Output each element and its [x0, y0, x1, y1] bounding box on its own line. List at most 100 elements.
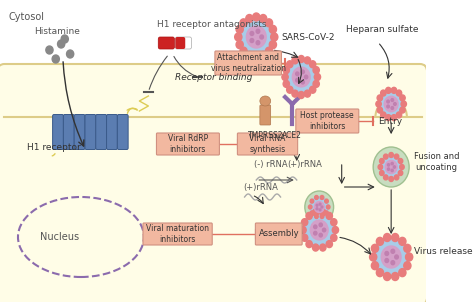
- Circle shape: [380, 155, 402, 179]
- Circle shape: [301, 80, 304, 84]
- FancyBboxPatch shape: [215, 51, 282, 75]
- Circle shape: [236, 41, 243, 49]
- Circle shape: [250, 39, 254, 43]
- Circle shape: [326, 241, 332, 248]
- Circle shape: [66, 50, 74, 58]
- Circle shape: [400, 95, 405, 101]
- Circle shape: [377, 107, 383, 113]
- Circle shape: [316, 208, 318, 210]
- Circle shape: [246, 51, 253, 59]
- Text: Heparan sulfate: Heparan sulfate: [346, 25, 419, 34]
- Circle shape: [381, 246, 401, 268]
- Circle shape: [391, 87, 397, 93]
- Circle shape: [315, 214, 318, 219]
- Text: (+)rRNA: (+)rRNA: [243, 183, 278, 192]
- Circle shape: [287, 61, 293, 68]
- Circle shape: [331, 234, 337, 241]
- Text: (+)rRNA: (+)rRNA: [288, 160, 323, 169]
- Circle shape: [327, 205, 330, 209]
- Text: Virus release: Virus release: [414, 248, 472, 256]
- Circle shape: [395, 255, 398, 259]
- Circle shape: [394, 103, 396, 105]
- Circle shape: [393, 166, 395, 168]
- Circle shape: [391, 115, 397, 120]
- Circle shape: [312, 209, 319, 216]
- Circle shape: [269, 41, 276, 49]
- Circle shape: [373, 147, 409, 187]
- Circle shape: [386, 115, 391, 120]
- Circle shape: [399, 269, 406, 277]
- Text: Attachment and
virus neutralization: Attachment and virus neutralization: [210, 53, 286, 73]
- Circle shape: [332, 226, 338, 233]
- Circle shape: [401, 101, 406, 107]
- Circle shape: [396, 112, 401, 118]
- Circle shape: [326, 212, 332, 220]
- Circle shape: [406, 253, 413, 261]
- Circle shape: [325, 211, 328, 215]
- Text: Viral maturation
inhibitors: Viral maturation inhibitors: [146, 224, 209, 244]
- Circle shape: [319, 244, 326, 251]
- FancyBboxPatch shape: [175, 37, 185, 49]
- Circle shape: [260, 14, 267, 23]
- FancyBboxPatch shape: [96, 114, 107, 149]
- Circle shape: [391, 261, 395, 265]
- Circle shape: [314, 231, 317, 235]
- Circle shape: [296, 79, 299, 82]
- Circle shape: [306, 212, 312, 220]
- Circle shape: [387, 100, 389, 103]
- Circle shape: [394, 175, 399, 180]
- FancyBboxPatch shape: [64, 114, 74, 149]
- Text: Entry: Entry: [378, 117, 402, 126]
- FancyBboxPatch shape: [107, 114, 118, 149]
- Circle shape: [319, 209, 321, 211]
- Text: H1 receptor antagonists: H1 receptor antagonists: [157, 20, 267, 29]
- Circle shape: [381, 90, 386, 96]
- FancyBboxPatch shape: [255, 223, 302, 245]
- Circle shape: [319, 233, 322, 237]
- FancyBboxPatch shape: [143, 223, 212, 245]
- Circle shape: [298, 56, 304, 63]
- Circle shape: [387, 168, 390, 170]
- Circle shape: [404, 262, 411, 270]
- Circle shape: [253, 53, 260, 61]
- Circle shape: [285, 59, 318, 95]
- Circle shape: [319, 223, 322, 227]
- Circle shape: [320, 214, 324, 219]
- Circle shape: [398, 159, 403, 163]
- Circle shape: [271, 33, 278, 41]
- Circle shape: [314, 73, 320, 81]
- Circle shape: [240, 19, 247, 27]
- Circle shape: [400, 107, 405, 113]
- Circle shape: [376, 269, 383, 277]
- Circle shape: [377, 95, 383, 101]
- Circle shape: [312, 244, 319, 251]
- Circle shape: [304, 75, 308, 79]
- Circle shape: [399, 237, 406, 245]
- Circle shape: [391, 107, 393, 109]
- Text: Cytosol: Cytosol: [9, 12, 45, 22]
- Circle shape: [392, 233, 399, 242]
- Circle shape: [253, 13, 260, 21]
- Text: TMPRSS2: TMPRSS2: [247, 131, 283, 140]
- Circle shape: [283, 80, 290, 87]
- Circle shape: [235, 33, 242, 41]
- Circle shape: [320, 195, 324, 200]
- FancyBboxPatch shape: [118, 114, 128, 149]
- Circle shape: [391, 169, 393, 172]
- Circle shape: [396, 90, 401, 96]
- Circle shape: [298, 92, 304, 98]
- Circle shape: [389, 176, 393, 182]
- Text: ACE2: ACE2: [283, 131, 302, 140]
- Circle shape: [246, 26, 266, 48]
- Circle shape: [385, 259, 389, 262]
- Circle shape: [269, 25, 276, 33]
- Text: Viral RNA
synthesis: Viral RNA synthesis: [249, 134, 286, 154]
- Circle shape: [238, 17, 274, 57]
- Circle shape: [319, 203, 321, 205]
- Circle shape: [322, 228, 326, 232]
- Circle shape: [292, 90, 298, 97]
- Circle shape: [391, 162, 393, 165]
- Circle shape: [260, 35, 264, 39]
- Circle shape: [283, 67, 290, 74]
- Circle shape: [385, 160, 397, 174]
